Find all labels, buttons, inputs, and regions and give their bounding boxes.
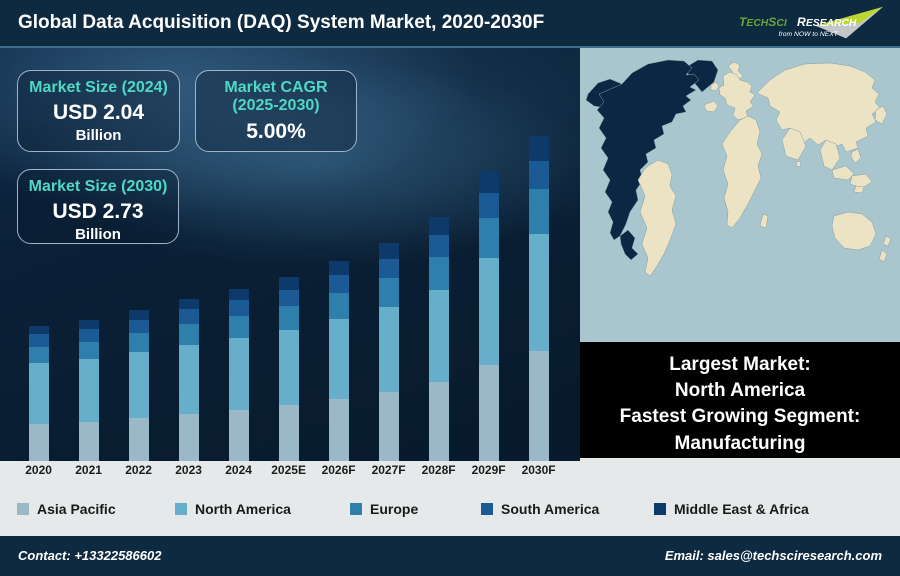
- svg-text:TECHSCI: TECHSCI: [739, 15, 788, 29]
- svg-text:from NOW to NEXT: from NOW to NEXT: [779, 31, 839, 38]
